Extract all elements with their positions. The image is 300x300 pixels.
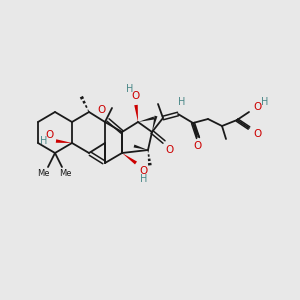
Text: O: O: [253, 129, 261, 139]
Text: H: H: [261, 97, 269, 107]
Polygon shape: [134, 105, 138, 122]
Text: O: O: [253, 102, 261, 112]
Text: O: O: [46, 130, 54, 140]
Polygon shape: [56, 139, 72, 143]
Text: O: O: [166, 145, 174, 155]
Text: H: H: [140, 174, 148, 184]
Polygon shape: [134, 145, 148, 150]
Text: H: H: [126, 84, 134, 94]
Polygon shape: [122, 153, 137, 164]
Text: Me: Me: [37, 169, 49, 178]
Text: H: H: [40, 136, 48, 146]
Text: H: H: [178, 97, 186, 107]
Polygon shape: [138, 116, 154, 122]
Polygon shape: [152, 116, 158, 132]
Text: Me: Me: [59, 169, 71, 178]
Text: O: O: [98, 105, 106, 115]
Text: O: O: [140, 166, 148, 176]
Text: O: O: [194, 141, 202, 151]
Text: O: O: [132, 91, 140, 101]
